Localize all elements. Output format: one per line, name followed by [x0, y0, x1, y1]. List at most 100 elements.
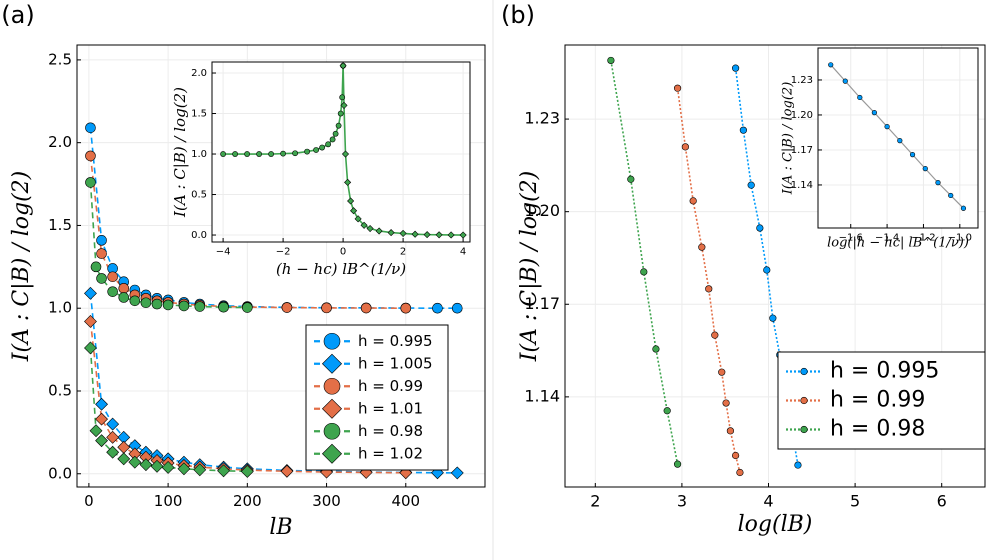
- legend: h = 0.995 h = 0.99 h = 0.98: [777, 351, 986, 450]
- legend-marker: [323, 332, 341, 350]
- frame: [211, 61, 471, 243]
- marker: [84, 315, 97, 328]
- marker: [447, 231, 455, 239]
- marker: [194, 301, 206, 312]
- marker: [129, 295, 141, 307]
- y-tick-label: 1.14: [524, 386, 560, 405]
- marker: [177, 462, 191, 476]
- marker: [411, 230, 419, 238]
- legend-label: h = 1.02: [358, 444, 423, 462]
- marker: [89, 424, 103, 438]
- marker: [339, 94, 346, 101]
- legend-label: h = 1.01: [358, 399, 423, 417]
- marker: [332, 130, 339, 137]
- marker: [871, 110, 877, 116]
- marker: [897, 138, 903, 144]
- x-tick-label: 3: [677, 492, 687, 511]
- marker: [84, 286, 97, 300]
- marker: [107, 286, 118, 297]
- marker: [627, 175, 635, 183]
- marker: [292, 150, 298, 157]
- y-tick-label: 1.23: [791, 75, 813, 86]
- marker: [85, 150, 96, 162]
- marker: [960, 205, 967, 211]
- marker: [90, 261, 102, 273]
- panel-1: −4 −2 0 2 4 0.0 0.5 1.0 1.5 2.0 (h − hc) lB^(1/ν) I…: [171, 61, 471, 278]
- marker: [339, 62, 347, 70]
- marker: [96, 273, 107, 284]
- marker: [96, 248, 107, 259]
- y-tick-label: 1.14: [791, 180, 813, 191]
- marker: [256, 151, 262, 157]
- marker: [360, 221, 368, 229]
- x-tick-label: −2: [276, 247, 291, 258]
- marker: [450, 466, 464, 480]
- marker: [726, 427, 735, 435]
- marker: [220, 151, 226, 157]
- y-axis-label: I(A : C|B) / log(2): [517, 171, 542, 362]
- x-tick-label: 200: [233, 492, 262, 510]
- series-line: [89, 155, 406, 310]
- marker: [242, 302, 253, 313]
- x-tick-label: −1.4: [875, 233, 899, 244]
- series-line: [610, 60, 679, 465]
- x-axis-label: (h − hc) lB^(1/ν): [276, 260, 406, 278]
- x-tick-label: 4: [763, 492, 773, 511]
- legend-label: h = 0.99: [358, 377, 423, 395]
- marker: [948, 192, 954, 199]
- marker: [347, 197, 355, 205]
- x-tick-label: 400: [391, 492, 420, 510]
- marker: [387, 229, 395, 237]
- marker: [399, 229, 407, 237]
- marker: [731, 64, 740, 72]
- marker: [280, 150, 286, 157]
- marker: [96, 235, 107, 246]
- marker: [731, 451, 740, 460]
- y-tick-label: 1.5: [191, 109, 207, 120]
- marker: [435, 231, 443, 239]
- marker: [95, 397, 108, 411]
- y-tick-label: 1.5: [48, 216, 72, 234]
- panel-label: (a): [1, 1, 34, 29]
- y-tick-label: 1.17: [791, 145, 813, 156]
- y-tick-label: 1.20: [791, 110, 813, 121]
- marker: [640, 268, 648, 276]
- marker: [400, 302, 412, 314]
- marker: [909, 152, 916, 158]
- marker: [673, 460, 682, 468]
- marker: [340, 101, 348, 109]
- marker: [319, 144, 325, 151]
- marker: [459, 231, 467, 239]
- legend-marker: [323, 422, 341, 440]
- legend-label: h = 1.005: [358, 354, 433, 372]
- marker: [884, 124, 890, 130]
- x-tick-label: 2: [400, 247, 406, 258]
- marker: [673, 84, 682, 92]
- marker: [350, 207, 358, 215]
- legend-marker: [800, 367, 808, 376]
- y-tick-label: 1.23: [524, 109, 560, 128]
- marker: [150, 459, 164, 473]
- marker: [232, 151, 238, 157]
- marker: [736, 468, 744, 477]
- series-line: [89, 321, 406, 474]
- plot-area: [212, 62, 470, 242]
- marker: [281, 302, 293, 313]
- marker: [739, 126, 747, 134]
- y-axis-label: I(A : C|B) / log(2): [9, 171, 34, 362]
- marker: [178, 300, 190, 312]
- marker: [423, 231, 431, 239]
- marker: [763, 266, 771, 274]
- marker: [117, 452, 131, 466]
- x-tick-label: −1.0: [948, 233, 972, 244]
- legend-marker: [321, 353, 343, 374]
- x-tick-label: 300: [312, 492, 341, 510]
- y-tick-label: 1.0: [191, 149, 207, 160]
- marker: [329, 136, 336, 143]
- marker: [681, 143, 689, 151]
- marker: [451, 302, 463, 314]
- marker: [663, 407, 671, 415]
- legend: h = 0.995 h = 1.005 h = 0.99 h = 1.01 h = 0.…: [305, 324, 449, 471]
